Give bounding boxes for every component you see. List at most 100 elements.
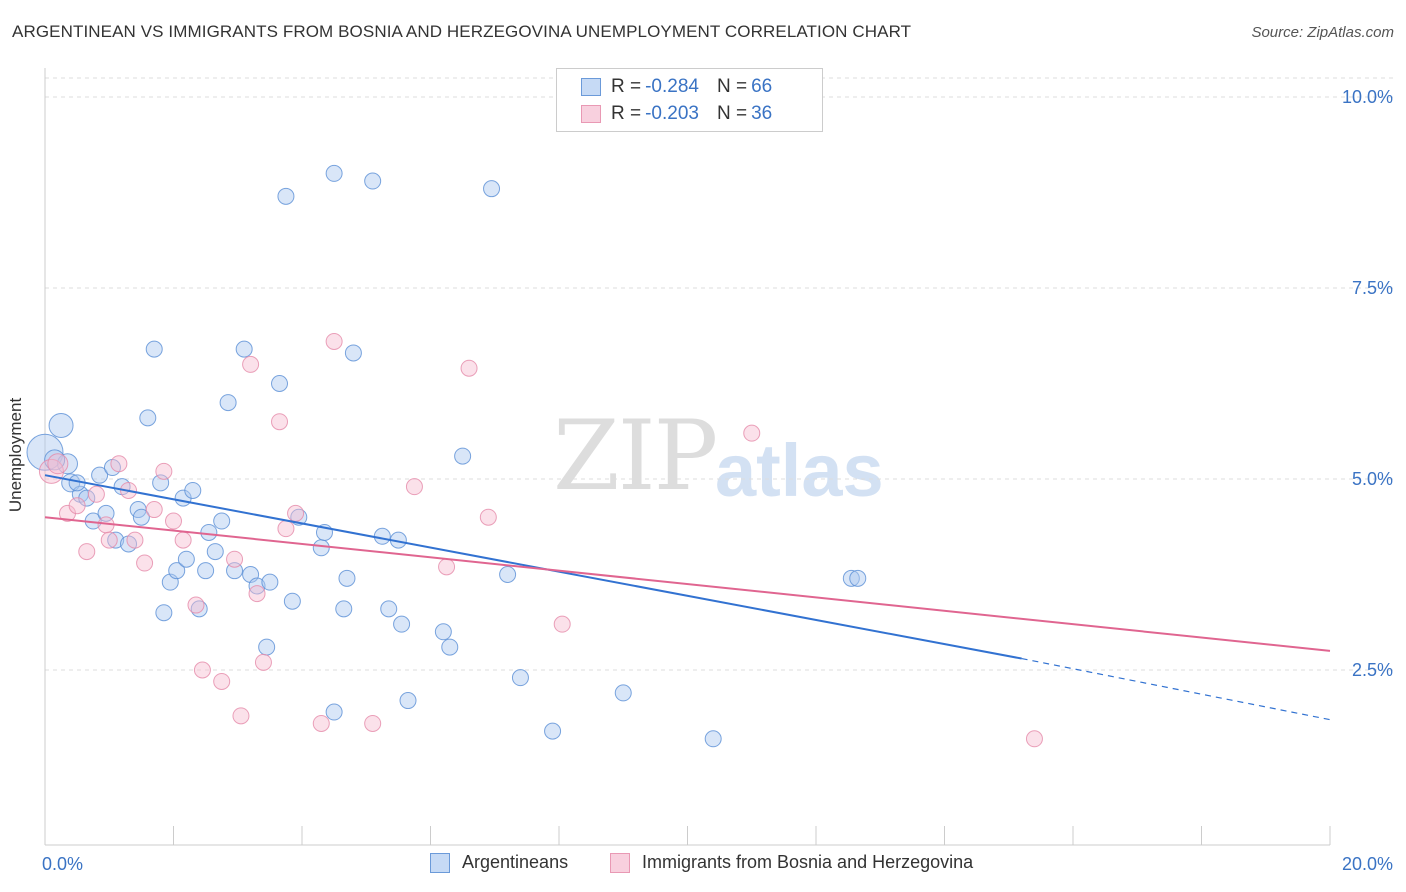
point-argentineans [168, 562, 186, 580]
point-bosnia [479, 508, 497, 526]
point-argentineans [511, 669, 529, 687]
y-tick-label: 5.0% [1352, 469, 1393, 489]
point-argentineans [380, 600, 398, 618]
watermark-zip: ZIP [553, 400, 718, 512]
series-legend: Argentineans Immigrants from Bosnia and … [0, 852, 1406, 876]
point-bosnia [242, 355, 260, 373]
legend-swatch-blue [581, 78, 601, 96]
legend-item-bosnia: Immigrants from Bosnia and Herzegovina [610, 852, 973, 873]
x-tick-label: 0.0% [42, 854, 83, 874]
legend-r-value: -0.284 [645, 76, 699, 97]
legend-swatch-pink [610, 852, 630, 873]
point-argentineans [177, 550, 195, 568]
point-argentineans [335, 600, 353, 618]
point-bosnia [226, 550, 244, 568]
point-argentineans [213, 512, 231, 530]
y-axis-label: Unemployment [6, 397, 25, 513]
point-argentineans [277, 187, 295, 205]
point-bosnia [193, 661, 211, 679]
point-bosnia [47, 453, 69, 475]
point-bosnia [100, 531, 118, 549]
point-argentineans [434, 623, 452, 641]
point-argentineans [26, 433, 64, 471]
legend-n-value: 66 [751, 76, 773, 97]
point-argentineans [206, 543, 224, 561]
point-bosnia [553, 615, 571, 633]
point-bosnia [87, 485, 105, 503]
point-bosnia [287, 504, 305, 522]
point-argentineans [132, 508, 150, 526]
point-argentineans [364, 172, 382, 190]
point-argentineans [271, 375, 289, 392]
point-argentineans [454, 447, 472, 465]
source-label: Source: ZipAtlas.com [1251, 24, 1394, 41]
correlation-legend: R = -0.284 N = 66 R = -0.203 N = 36 [556, 68, 823, 132]
point-bosnia [126, 531, 144, 549]
legend-r-value: -0.203 [645, 103, 699, 124]
point-argentineans [48, 413, 74, 439]
point-bosnia [364, 714, 382, 732]
point-bosnia [187, 596, 205, 614]
point-argentineans [849, 569, 867, 587]
point-bosnia [312, 714, 330, 732]
x-tick-label: 20.0% [1342, 854, 1393, 874]
point-argentineans [184, 481, 202, 499]
point-argentineans [441, 638, 459, 656]
point-argentineans [704, 730, 722, 748]
legend-n-value: 36 [751, 103, 773, 124]
point-bosnia [155, 462, 173, 480]
point-bosnia [68, 497, 86, 515]
point-argentineans [219, 394, 237, 412]
point-argentineans [139, 409, 157, 427]
legend-n-label: N = [716, 103, 748, 124]
point-argentineans [197, 562, 215, 580]
point-argentineans [842, 569, 860, 587]
point-bosnia [277, 520, 295, 538]
point-bosnia [165, 512, 182, 530]
trend-line-argentineans-extension [1021, 657, 1331, 721]
point-argentineans [200, 523, 218, 541]
point-bosnia [743, 424, 761, 442]
point-bosnia [405, 478, 423, 496]
point-bosnia [136, 554, 154, 572]
y-tick-label: 10.0% [1342, 87, 1393, 107]
point-bosnia [1025, 730, 1043, 748]
point-bosnia [232, 707, 250, 725]
legend-item-argentineans: Argentineans [430, 852, 568, 873]
point-argentineans [325, 164, 343, 182]
point-bosnia [145, 501, 163, 519]
legend-swatch-blue [430, 852, 450, 873]
point-argentineans [107, 531, 125, 549]
trend-line-argentineans [44, 474, 1022, 660]
point-bosnia [460, 359, 478, 377]
point-argentineans [344, 344, 362, 362]
legend-swatch-pink [581, 105, 601, 123]
point-bosnia [438, 558, 456, 576]
y-tick-label: 7.5% [1352, 278, 1393, 298]
point-bosnia [325, 332, 343, 350]
chart-title: ARGENTINEAN VS IMMIGRANTS FROM BOSNIA AN… [12, 22, 912, 41]
point-bosnia [213, 672, 231, 690]
point-argentineans [155, 604, 173, 622]
legend-label-bosnia: Immigrants from Bosnia and Herzegovina [642, 852, 974, 872]
point-argentineans [91, 466, 109, 484]
point-argentineans [258, 638, 276, 656]
legend-r-label: R = [611, 103, 642, 124]
point-argentineans [235, 340, 253, 358]
point-argentineans [393, 615, 411, 633]
point-bosnia [110, 455, 128, 473]
point-argentineans [145, 340, 163, 358]
legend-r-label: R = [611, 76, 642, 97]
legend-row-argentineans: R = -0.284 N = 66 [581, 75, 772, 99]
point-argentineans [283, 592, 301, 610]
point-argentineans [338, 569, 356, 587]
point-bosnia [254, 653, 272, 671]
point-argentineans [499, 566, 517, 583]
legend-row-bosnia: R = -0.203 N = 36 [581, 102, 772, 126]
point-argentineans [544, 722, 562, 740]
point-argentineans [312, 539, 330, 557]
point-bosnia [248, 585, 266, 603]
point-argentineans [152, 474, 170, 492]
legend-n-label: N = [716, 76, 748, 97]
